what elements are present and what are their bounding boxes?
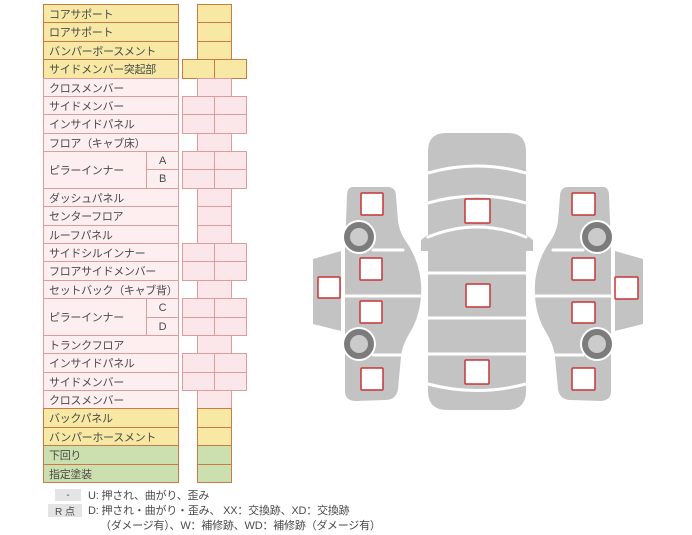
pillar-sub-label: A bbox=[146, 151, 179, 170]
left-mirror-shape bbox=[421, 234, 429, 251]
damage-cell[interactable] bbox=[214, 372, 247, 391]
damage-cell[interactable] bbox=[182, 298, 215, 318]
part-row-label: クロスメンバー bbox=[43, 390, 179, 409]
damage-cell[interactable] bbox=[214, 96, 247, 115]
part-row-label: センターフロア bbox=[43, 206, 179, 226]
part-row-label: インサイドパネル bbox=[43, 114, 179, 134]
part-row-label: サイドメンバー突起部 bbox=[43, 59, 179, 79]
pillar-sub-label: D bbox=[146, 317, 179, 336]
pillar-sub-label: B bbox=[146, 169, 179, 189]
top-view-hood-box[interactable] bbox=[464, 198, 491, 224]
damage-cell[interactable] bbox=[182, 317, 215, 336]
damage-cell[interactable] bbox=[182, 372, 215, 391]
left-front-wheel bbox=[342, 220, 376, 254]
right-rear-fender-box[interactable] bbox=[571, 367, 596, 391]
right-front-fender-box[interactable] bbox=[571, 192, 596, 216]
damage-cell[interactable] bbox=[197, 464, 232, 483]
damage-cell[interactable] bbox=[182, 151, 215, 170]
part-row-label: サイドメンバー bbox=[43, 96, 179, 115]
part-row-label: トランクフロア bbox=[43, 335, 179, 354]
damage-cell[interactable] bbox=[214, 298, 247, 318]
left-front-fender-box[interactable] bbox=[360, 192, 384, 216]
damage-cell[interactable] bbox=[197, 445, 232, 465]
right-front-door-box[interactable] bbox=[571, 257, 596, 281]
part-row-label: インサイドパネル bbox=[43, 353, 179, 373]
damage-cell[interactable] bbox=[197, 22, 232, 42]
damage-cell[interactable] bbox=[197, 78, 232, 97]
damage-cell[interactable] bbox=[197, 225, 232, 244]
damage-cell[interactable] bbox=[214, 353, 247, 373]
part-row-label: ピラーインナー bbox=[43, 298, 147, 336]
left-rear-wheel bbox=[342, 327, 376, 361]
legend-text-d: D: 押され・曲がり・歪み、 XX：交換跡、XD：交換跡 bbox=[88, 505, 350, 517]
damage-cell[interactable] bbox=[197, 188, 232, 207]
part-row-label: コアサポート bbox=[43, 4, 179, 23]
damage-cell[interactable] bbox=[197, 280, 232, 299]
right-rear-wheel bbox=[580, 327, 614, 361]
damage-markers bbox=[317, 192, 639, 391]
part-row-label: クロスメンバー bbox=[43, 78, 179, 97]
left-side-window-box[interactable] bbox=[317, 276, 341, 299]
damage-cell[interactable] bbox=[197, 41, 232, 60]
damage-cell[interactable] bbox=[197, 335, 232, 354]
part-row-label: サイドシルインナー bbox=[43, 243, 179, 262]
part-row-label: バンパーホースメント bbox=[43, 427, 179, 446]
damage-cell[interactable] bbox=[197, 390, 232, 409]
damage-cell[interactable] bbox=[214, 169, 247, 189]
legend-text-d-cont: （ダメージ有）、W：補修跡、WD：補修跡（ダメージ有） bbox=[100, 520, 381, 532]
damage-cell[interactable] bbox=[182, 353, 215, 373]
damage-cell[interactable] bbox=[214, 243, 247, 262]
damage-cell[interactable] bbox=[214, 317, 247, 336]
top-view-trunk-box[interactable] bbox=[464, 359, 490, 385]
part-row-label: バンパーボースメント bbox=[43, 41, 179, 60]
part-row-label: バックパネル bbox=[43, 408, 179, 428]
right-rear-door-box[interactable] bbox=[571, 301, 596, 324]
legend-text-u: U: 押され、曲がり、歪み bbox=[88, 490, 210, 502]
part-row-label: セットバック（キャブ背） bbox=[43, 280, 179, 299]
pillar-sub-label: C bbox=[146, 298, 179, 318]
damage-cell[interactable] bbox=[214, 151, 247, 170]
damage-cell[interactable] bbox=[197, 206, 232, 226]
damage-cell[interactable] bbox=[182, 261, 215, 281]
part-row-label: ピラーインナー bbox=[43, 151, 147, 189]
part-row-label: サイドメンバー bbox=[43, 372, 179, 391]
part-row-label: フロアサイドメンバー bbox=[43, 261, 179, 281]
part-row-label: ダッシュパネル bbox=[43, 188, 179, 207]
damage-cell[interactable] bbox=[182, 96, 215, 115]
damage-cell[interactable] bbox=[182, 59, 215, 79]
damage-cell[interactable] bbox=[197, 4, 232, 23]
right-front-wheel bbox=[580, 220, 614, 254]
part-row-label: ロアサポート bbox=[43, 22, 179, 42]
damage-cell[interactable] bbox=[214, 261, 247, 281]
part-row-label: 指定塗装 bbox=[43, 464, 179, 483]
left-rear-fender-box[interactable] bbox=[360, 367, 384, 391]
right-side-window-box[interactable] bbox=[614, 276, 639, 300]
left-front-door-box[interactable] bbox=[359, 257, 383, 281]
top-view-roof-box[interactable] bbox=[465, 283, 491, 308]
part-row-label: 下回り bbox=[43, 445, 179, 465]
legend-badge-r: R 点 bbox=[48, 504, 82, 518]
damage-cell[interactable] bbox=[197, 408, 232, 428]
damage-cell[interactable] bbox=[197, 133, 232, 152]
damage-cell[interactable] bbox=[182, 169, 215, 189]
right-mirror-shape bbox=[525, 234, 533, 251]
part-row-label: フロア（キャブ床） bbox=[43, 133, 179, 152]
legend-badge-u: - bbox=[55, 489, 81, 501]
damage-cell[interactable] bbox=[214, 114, 247, 134]
damage-cell[interactable] bbox=[214, 59, 247, 79]
damage-cell[interactable] bbox=[197, 427, 232, 446]
left-rear-door-box[interactable] bbox=[359, 300, 383, 324]
part-row-label: ルーフパネル bbox=[43, 225, 179, 244]
damage-cell[interactable] bbox=[182, 243, 215, 262]
damage-cell[interactable] bbox=[182, 114, 215, 134]
